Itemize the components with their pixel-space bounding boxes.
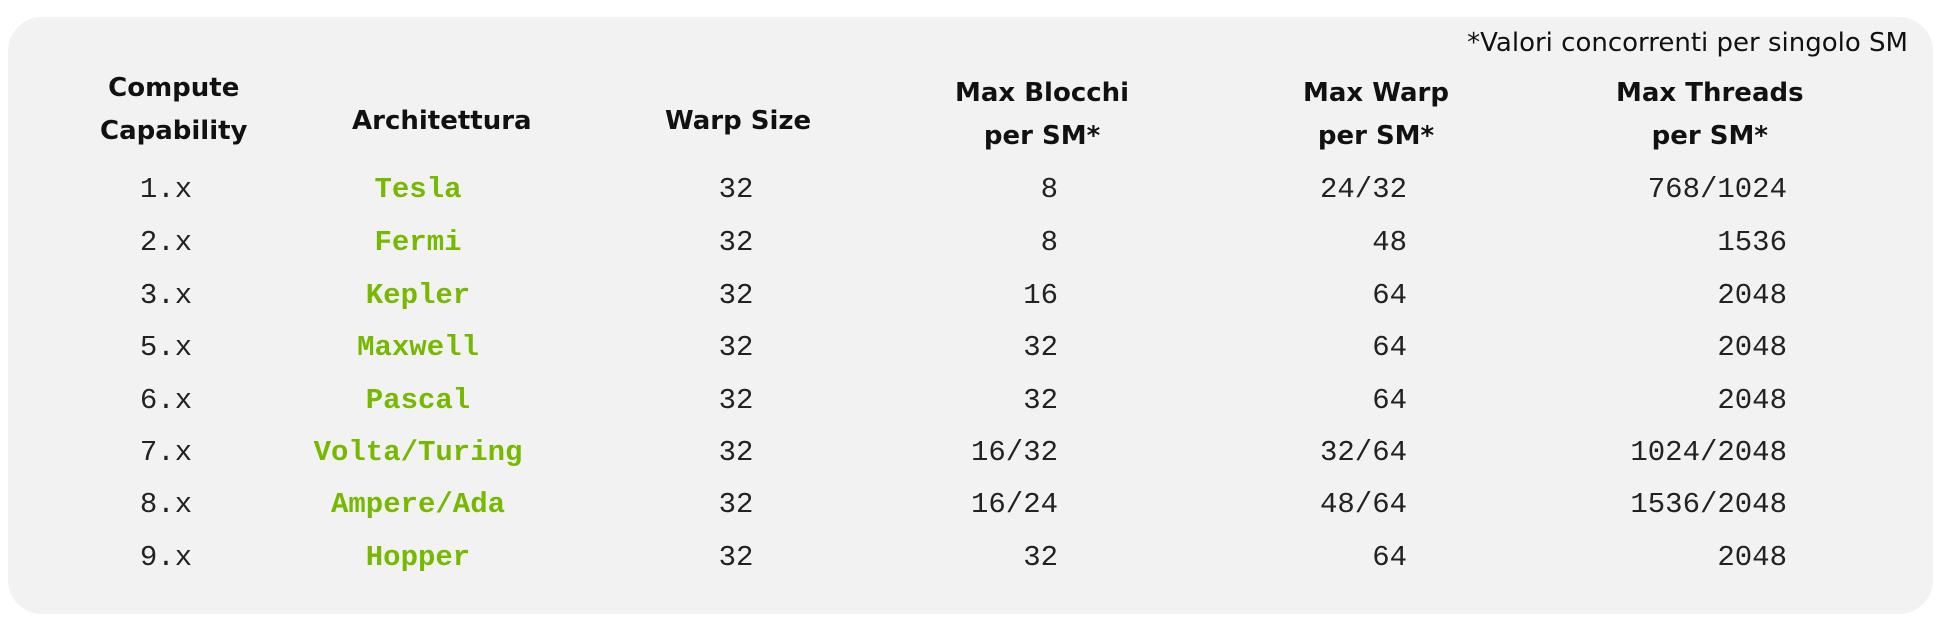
warp-size-cell: 32 (718, 279, 754, 312)
architecture-cell: Volta/Turing (313, 436, 523, 469)
header-architecture: Architettura (352, 100, 532, 143)
header-max-blocks-line1: Max Blocchi (955, 78, 1130, 108)
compute-capability-cell: 3.x (139, 279, 193, 312)
header-warp-size: Warp Size (665, 100, 811, 143)
header-compute-capability: Compute Capability (100, 67, 248, 153)
architecture-cell: Tesla (374, 173, 462, 206)
max-threads-cell: 2048 (1717, 541, 1787, 574)
max-blocks-cell: 16/24 (970, 488, 1058, 521)
max-blocks-cell: 16/32 (970, 436, 1058, 469)
header-max-threads: Max Threads per SM* (1616, 72, 1804, 158)
max-warps-cell: 48 (1372, 226, 1407, 259)
compute-capability-cell: 8.x (139, 488, 193, 521)
max-blocks-cell: 8 (1040, 173, 1058, 206)
max-threads-cell: 1024/2048 (1630, 436, 1787, 469)
header-max-warps-line2: per SM* (1317, 121, 1435, 151)
compute-capability-cell: 6.x (139, 384, 193, 417)
max-blocks-cell: 32 (1023, 541, 1058, 574)
warp-size-cell: 32 (718, 436, 754, 469)
warp-size-cell: 32 (718, 173, 754, 206)
max-threads-cell: 768/1024 (1647, 173, 1787, 206)
header-max-blocks: Max Blocchi per SM* (955, 72, 1129, 158)
header-max-warps: Max Warp per SM* (1303, 72, 1449, 158)
max-warps-cell: 48/64 (1319, 488, 1407, 521)
max-warps-cell: 32/64 (1319, 436, 1407, 469)
compute-capability-cell: 9.x (139, 541, 193, 574)
warp-size-cell: 32 (718, 541, 754, 574)
header-architecture-label: Architettura (352, 106, 532, 136)
compute-capability-cell: 1.x (139, 173, 193, 206)
compute-capability-cell: 7.x (139, 436, 193, 469)
compute-capability-cell: 5.x (139, 331, 193, 364)
max-warps-cell: 64 (1372, 279, 1407, 312)
compute-capability-cell: 2.x (139, 226, 193, 259)
header-warp-size-label: Warp Size (665, 106, 812, 136)
warp-size-cell: 32 (718, 226, 754, 259)
max-threads-cell: 2048 (1717, 384, 1787, 417)
max-blocks-cell: 32 (1023, 384, 1058, 417)
architecture-cell: Ampere/Ada (330, 488, 506, 521)
architecture-cell: Pascal (365, 384, 471, 417)
max-blocks-cell: 16 (1023, 279, 1058, 312)
header-compute-capability-line1: Compute (108, 73, 240, 103)
max-threads-cell: 1536/2048 (1630, 488, 1787, 521)
warp-size-cell: 32 (718, 384, 754, 417)
max-blocks-cell: 8 (1040, 226, 1058, 259)
max-threads-cell: 1536 (1717, 226, 1787, 259)
max-warps-cell: 64 (1372, 384, 1407, 417)
architecture-cell: Fermi (374, 226, 462, 259)
max-warps-cell: 64 (1372, 331, 1407, 364)
max-warps-cell: 64 (1372, 541, 1407, 574)
header-max-threads-line2: per SM* (1651, 121, 1768, 151)
warp-size-cell: 32 (718, 331, 754, 364)
max-threads-cell: 2048 (1717, 279, 1787, 312)
architecture-cell: Kepler (365, 279, 471, 312)
header-max-blocks-line2: per SM* (983, 121, 1101, 151)
max-threads-cell: 2048 (1717, 331, 1787, 364)
architecture-cell: Hopper (365, 541, 471, 574)
max-blocks-cell: 32 (1023, 331, 1058, 364)
header-max-warps-line1: Max Warp (1303, 78, 1449, 108)
max-warps-cell: 24/32 (1319, 173, 1407, 206)
warp-size-cell: 32 (718, 488, 754, 521)
table-panel (8, 17, 1933, 614)
header-max-threads-line1: Max Threads (1616, 78, 1804, 108)
header-compute-capability-line2: Capability (100, 116, 248, 146)
footnote: *Valori concorrenti per singolo SM (1467, 28, 1908, 58)
architecture-cell: Maxwell (357, 331, 479, 364)
